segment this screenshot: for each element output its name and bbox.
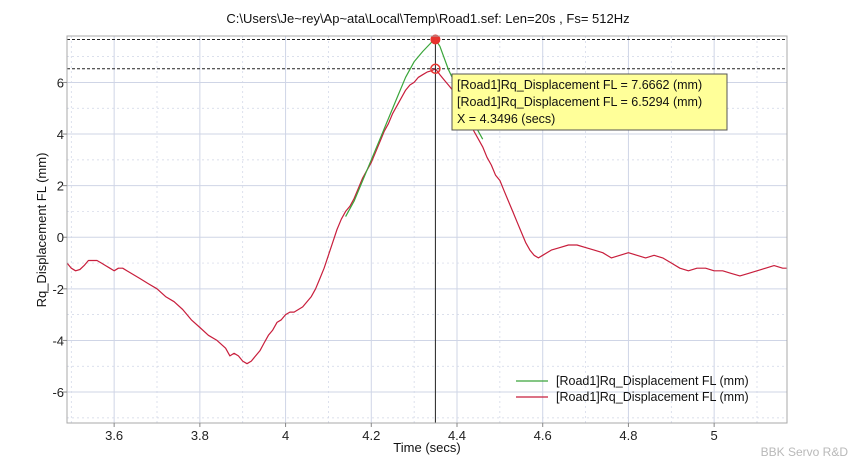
legend: [Road1]Rq_Displacement FL (mm) [Road1]Rq…: [516, 374, 749, 404]
x-tick-label: 4: [282, 428, 289, 443]
y-axis-ticks: -6 -4 -2 0 2 4 6: [52, 75, 67, 400]
y-tick-label: -2: [52, 282, 64, 297]
y-tick-label: 4: [57, 127, 64, 142]
x-tick-label: 5: [711, 428, 718, 443]
cursor-marker-hollow: [430, 63, 441, 75]
chart-title: C:\Users\Je~rey\Ap~ata\Local\Temp\Road1.…: [226, 11, 629, 26]
x-tick-label: 3.8: [191, 428, 209, 443]
watermark: BBK Servo R&D: [761, 445, 849, 459]
y-tick-label: 2: [57, 179, 64, 194]
x-tick-label: 4.8: [619, 428, 637, 443]
x-tick-label: 3.6: [105, 428, 123, 443]
tooltip-line-3: X = 4.3496 (secs): [457, 112, 555, 126]
reference-lines: [67, 38, 787, 70]
cursor-marker-filled: [430, 34, 441, 45]
plot-frame: [66, 35, 788, 424]
legend-label-1: [Road1]Rq_Displacement FL (mm): [556, 374, 749, 388]
cursor[interactable]: [430, 34, 441, 423]
y-tick-label: 6: [57, 75, 64, 90]
x-tick-label: 4.6: [534, 428, 552, 443]
y-tick-label: -4: [52, 333, 64, 348]
x-axis-title: Time (secs): [393, 440, 460, 455]
cursor-tooltip: [Road1]Rq_Displacement FL = 7.6662 (mm) …: [451, 73, 728, 131]
y-tick-label: -6: [52, 385, 64, 400]
series-line-red: [66, 68, 787, 365]
x-tick-label: 4.2: [362, 428, 380, 443]
legend-label-2: [Road1]Rq_Displacement FL (mm): [556, 390, 749, 404]
tooltip-box: [451, 73, 728, 131]
tooltip-line-1: [Road1]Rq_Displacement FL = 7.6662 (mm): [457, 78, 702, 92]
x-axis-ticks: 3.6 3.8 4 4.2 4.4 4.6 4.8 5: [105, 423, 718, 443]
y-axis-title: Rq_Displacement FL (mm): [34, 153, 49, 308]
y-tick-label: 0: [57, 230, 64, 245]
tooltip-line-2: [Road1]Rq_Displacement FL = 6.5294 (mm): [457, 95, 702, 109]
x-tick-label: 4.4: [448, 428, 466, 443]
